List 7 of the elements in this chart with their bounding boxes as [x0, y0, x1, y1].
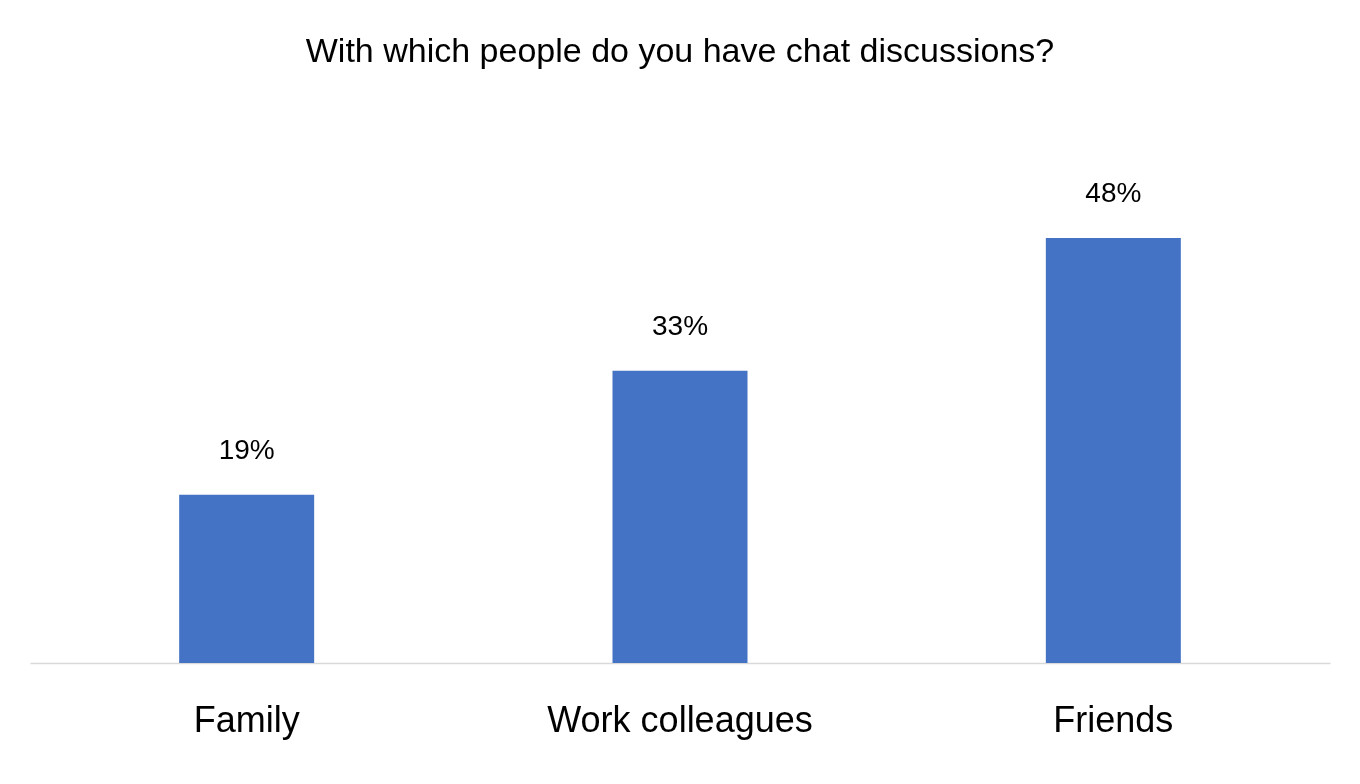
data-label: 19%: [218, 433, 275, 465]
data-label: 48%: [1085, 177, 1142, 208]
chart-title: With which people do you have chat discussions?: [305, 31, 1055, 69]
x-tick-label: Friends: [1053, 698, 1174, 740]
x-tick-label: Family: [193, 698, 300, 740]
data-label: 33%: [651, 309, 709, 341]
x-tick-label: Work colleagues: [547, 698, 813, 740]
